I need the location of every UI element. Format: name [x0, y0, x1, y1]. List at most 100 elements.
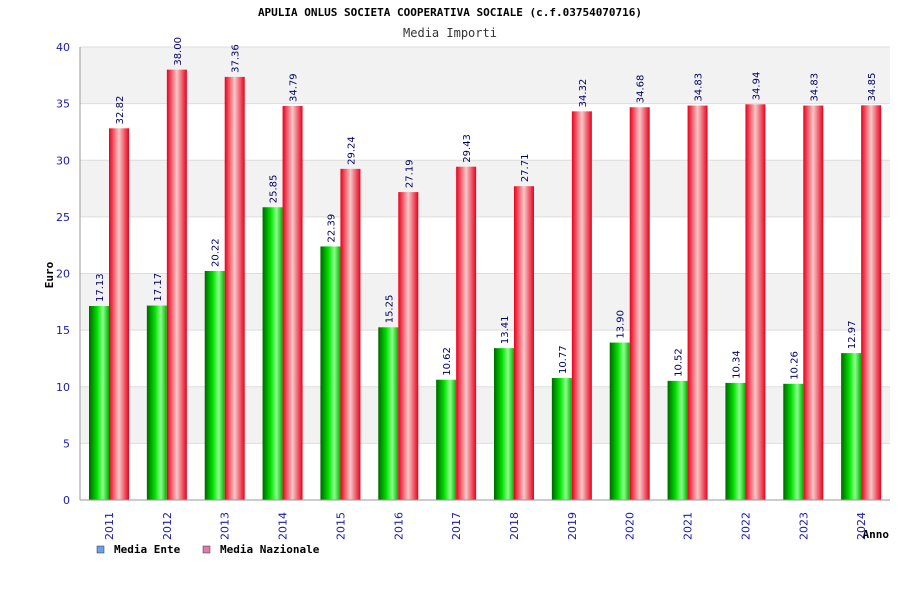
grid-band [80, 330, 890, 387]
data-label-media-nazionale-2011: 32.82 [115, 96, 126, 125]
bar-media-ente-2017 [436, 379, 457, 500]
data-label-media-nazionale-2012: 38.00 [173, 37, 184, 66]
data-label-media-ente-2012: 17.17 [153, 273, 164, 302]
bar-media-ente-2024 [841, 353, 862, 500]
bar-media-ente-2014 [262, 207, 283, 500]
legend-label-media-nazionale: Media Nazionale [220, 543, 320, 556]
data-label-media-nazionale-2024: 34.85 [867, 73, 878, 102]
x-tick-label-2018: 2018 [508, 512, 521, 540]
bar-media-nazionale-2024 [861, 105, 882, 500]
legend-label-media-ente: Media Ente [114, 543, 181, 556]
y-tick-label: 25 [56, 211, 70, 224]
x-tick-label-2021: 2021 [682, 512, 695, 540]
x-tick-label-2016: 2016 [392, 512, 405, 540]
data-label-media-nazionale-2015: 29.24 [346, 136, 357, 165]
x-axis-ticks: 2011 2012 2013 2014 2015 2016 2017 2018 2019 2020… [103, 512, 868, 540]
data-label-media-nazionale-2013: 37.36 [231, 44, 242, 73]
data-label-media-ente-2021: 10.52 [674, 348, 685, 377]
bar-media-nazionale-2013 [224, 76, 245, 500]
bar-media-nazionale-2020 [629, 107, 650, 501]
x-tick-label-2015: 2015 [334, 512, 347, 540]
data-label-media-ente-2024: 12.97 [847, 320, 858, 349]
y-tick-label: 20 [56, 268, 70, 281]
grid-band [80, 47, 890, 104]
data-label-media-ente-2022: 10.34 [731, 350, 742, 379]
bar-media-nazionale-2017 [456, 166, 477, 500]
legend-swatch-media-nazionale [202, 545, 211, 554]
x-tick-label-2011: 2011 [103, 512, 116, 540]
y-axis-ticks: 0 5 10 15 20 25 30 35 40 [56, 41, 70, 507]
data-label-media-ente-2015: 22.39 [326, 214, 337, 243]
data-label-media-ente-2011: 17.13 [95, 273, 106, 302]
x-tick-label-2024: 2024 [855, 512, 868, 540]
y-axis-label: Euro [43, 261, 56, 288]
x-tick-label-2013: 2013 [219, 512, 232, 540]
x-tick-label-2017: 2017 [450, 512, 463, 540]
data-label-media-ente-2013: 20.22 [211, 238, 222, 267]
x-tick-label-2020: 2020 [624, 512, 637, 540]
data-label-media-ente-2018: 13.41 [500, 315, 511, 344]
grid-band [80, 443, 890, 500]
grid-band [80, 216, 890, 274]
data-label-media-nazionale-2014: 34.79 [289, 73, 300, 102]
x-tick-label-2023: 2023 [797, 512, 810, 540]
bar-media-ente-2011 [89, 306, 109, 500]
data-label-media-ente-2019: 10.77 [558, 345, 569, 374]
legend: Media Ente Media Nazionale [96, 543, 320, 556]
y-tick-label: 15 [56, 324, 70, 337]
bar-media-nazionale-2016 [398, 192, 419, 501]
bar-media-ente-2020 [609, 342, 630, 500]
y-tick-label: 10 [56, 381, 70, 394]
data-label-media-ente-2016: 15.25 [384, 295, 395, 324]
grid-band [80, 386, 890, 444]
data-label-media-nazionale-2016: 27.19 [404, 159, 415, 188]
bar-media-ente-2016 [378, 327, 399, 500]
bar-media-ente-2023 [783, 383, 804, 500]
bar-media-nazionale-2014 [282, 106, 303, 501]
y-tick-label: 30 [56, 154, 70, 167]
bar-media-ente-2019 [551, 378, 572, 500]
chart-title: APULIA ONLUS SOCIETA COOPERATIVA SOCIALE… [258, 6, 642, 19]
data-labels: 17.13 32.82 17.17 38.00 20.22 37.36 25.85 34.79… [95, 37, 878, 380]
x-axis-label: Anno [863, 528, 890, 541]
data-label-media-nazionale-2020: 34.68 [636, 75, 647, 104]
bar-media-ente-2013 [204, 271, 225, 500]
data-label-media-nazionale-2021: 34.83 [694, 73, 705, 102]
x-tick-label-2019: 2019 [566, 512, 579, 540]
bar-media-nazionale-2019 [571, 111, 592, 501]
bar-media-nazionale-2022 [745, 104, 766, 500]
grid-band [80, 273, 890, 331]
bar-media-nazionale-2018 [514, 186, 534, 500]
bar-media-nazionale-2015 [340, 168, 361, 500]
x-tick-label-2014: 2014 [277, 512, 290, 540]
y-tick-label: 0 [63, 494, 70, 507]
data-label-media-nazionale-2022: 34.94 [751, 72, 762, 101]
data-label-media-nazionale-2019: 34.32 [578, 79, 589, 108]
data-label-media-ente-2014: 25.85 [269, 175, 280, 204]
bar-media-nazionale-2023 [803, 105, 824, 501]
chart-subtitle: Media Importi [403, 26, 497, 40]
y-tick-label: 5 [63, 437, 70, 450]
data-label-media-nazionale-2017: 29.43 [462, 134, 473, 163]
grid-band [80, 160, 890, 217]
bars [89, 69, 882, 501]
bar-media-ente-2012 [146, 305, 167, 500]
bar-media-nazionale-2011 [109, 128, 129, 500]
data-label-media-ente-2020: 13.90 [616, 310, 627, 339]
y-tick-label: 40 [56, 41, 70, 54]
bar-media-ente-2022 [725, 382, 746, 500]
x-tick-label-2022: 2022 [739, 512, 752, 540]
bar-media-nazionale-2012 [166, 69, 187, 501]
x-tick-label-2012: 2012 [161, 512, 174, 540]
legend-swatch-media-ente [96, 545, 105, 554]
data-label-media-nazionale-2023: 34.83 [809, 73, 820, 102]
y-tick-label: 35 [56, 98, 70, 111]
data-label-media-nazionale-2018: 27.71 [520, 154, 531, 183]
bar-media-ente-2015 [320, 246, 341, 500]
data-label-media-ente-2023: 10.26 [789, 351, 800, 380]
data-label-media-ente-2017: 10.62 [442, 347, 453, 376]
bar-media-ente-2021 [667, 380, 688, 500]
bar-media-ente-2018 [494, 348, 514, 500]
bar-media-nazionale-2021 [687, 105, 708, 501]
